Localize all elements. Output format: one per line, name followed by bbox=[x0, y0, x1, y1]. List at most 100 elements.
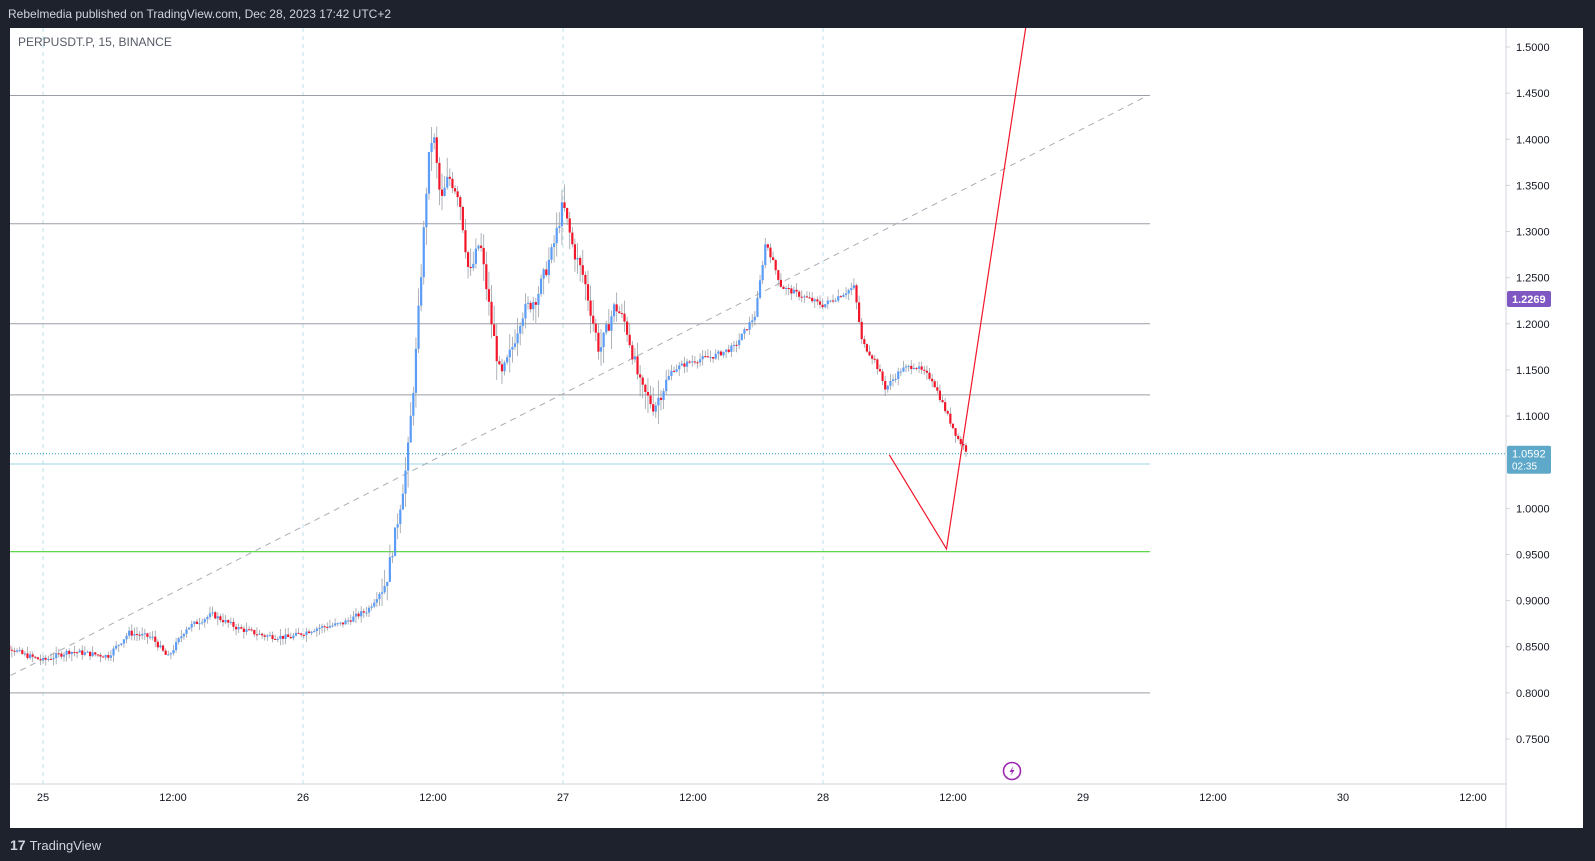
candle-body bbox=[959, 438, 962, 444]
chart-frame[interactable]: 1.5000 1.4500 1.4000 1.3500 1.3000 1.2500 1.20… bbox=[10, 28, 1583, 828]
candle-body bbox=[495, 335, 498, 362]
candle-body bbox=[602, 332, 605, 348]
candle-body bbox=[188, 627, 191, 630]
trendline[interactable] bbox=[10, 94, 1149, 685]
candle-body bbox=[785, 287, 788, 289]
candle-body bbox=[738, 340, 741, 346]
candle-body bbox=[704, 356, 707, 358]
candle-body bbox=[339, 622, 342, 624]
candle-body bbox=[367, 607, 371, 613]
candle-body bbox=[344, 620, 347, 625]
candle-body bbox=[331, 625, 334, 627]
candle-body bbox=[443, 187, 446, 196]
candle-body bbox=[852, 285, 855, 289]
candle-body bbox=[712, 357, 715, 359]
candle-body bbox=[258, 633, 261, 635]
projection-path[interactable] bbox=[888, 28, 1028, 551]
candle-body bbox=[201, 622, 204, 624]
candle-body bbox=[675, 369, 678, 372]
price-tick-label: 0.8000 bbox=[1516, 688, 1550, 700]
candle-body bbox=[274, 639, 277, 641]
candle-body bbox=[579, 257, 582, 266]
candle-body bbox=[678, 365, 681, 370]
candle-body bbox=[190, 623, 193, 628]
candle-body bbox=[868, 351, 871, 356]
candle-body bbox=[938, 390, 942, 401]
candle-body bbox=[29, 654, 32, 659]
candle-body bbox=[891, 379, 895, 381]
candle-body bbox=[161, 645, 165, 651]
candle-body bbox=[391, 555, 394, 558]
candle-body bbox=[81, 650, 84, 655]
candle-body bbox=[185, 629, 188, 634]
candle-body bbox=[831, 300, 835, 302]
candle-body bbox=[628, 334, 631, 346]
candle-body bbox=[680, 363, 683, 366]
candle-body bbox=[94, 652, 97, 655]
candle-body bbox=[435, 137, 438, 163]
candle-body bbox=[52, 658, 55, 660]
time-tick-label: 25 bbox=[37, 792, 49, 804]
candle-body bbox=[951, 423, 955, 429]
candle-body bbox=[871, 355, 874, 359]
candle-body bbox=[146, 633, 149, 637]
time-tick-label: 12:00 bbox=[1459, 792, 1487, 804]
candle-body bbox=[477, 245, 480, 249]
candle-body bbox=[300, 633, 303, 635]
candle-body bbox=[928, 372, 931, 379]
candle-body bbox=[519, 326, 522, 334]
price-tick-label: 1.2500 bbox=[1516, 273, 1550, 285]
candle-body bbox=[433, 137, 436, 143]
footer-bar: 17 TradingView bbox=[0, 828, 1595, 861]
candle-body bbox=[182, 633, 186, 637]
candle-body bbox=[315, 628, 318, 632]
candle-body bbox=[383, 586, 386, 593]
candle-body bbox=[581, 265, 584, 275]
candle-body bbox=[858, 302, 861, 322]
candle-body bbox=[388, 557, 391, 582]
chart-svg[interactable]: 1.5000 1.4500 1.4000 1.3500 1.3000 1.2500 1.20… bbox=[10, 28, 1583, 828]
candle-body bbox=[229, 621, 232, 623]
candle-body bbox=[706, 356, 710, 358]
candle-body bbox=[427, 152, 431, 194]
lightning-icon[interactable] bbox=[1002, 761, 1022, 781]
candle-body bbox=[289, 636, 292, 639]
candle-body bbox=[894, 378, 897, 380]
candle-body bbox=[881, 371, 884, 381]
candle-body bbox=[748, 322, 751, 330]
price-tick-label: 1.3500 bbox=[1516, 180, 1550, 192]
candle-body bbox=[117, 644, 120, 646]
candle-body bbox=[618, 311, 621, 314]
publish-text: Rebelmedia published on TradingView.com,… bbox=[8, 7, 392, 21]
candle-body bbox=[787, 287, 790, 289]
candle-body bbox=[409, 415, 412, 443]
candle-body bbox=[552, 243, 556, 248]
time-tick-label: 29 bbox=[1077, 792, 1089, 804]
candle-body bbox=[156, 641, 159, 648]
candle-body bbox=[26, 653, 29, 659]
candle-body bbox=[34, 656, 37, 658]
candle-body bbox=[456, 191, 459, 198]
candle-body bbox=[96, 654, 99, 656]
tradingview-logo[interactable]: 17 TradingView bbox=[10, 837, 101, 853]
candle-body bbox=[756, 297, 759, 317]
candle-body bbox=[777, 270, 780, 280]
candle-body bbox=[714, 353, 717, 359]
price-tick-label: 1.1500 bbox=[1516, 365, 1550, 377]
candle-body bbox=[193, 621, 196, 624]
price-tick-label: 1.0000 bbox=[1516, 503, 1550, 515]
candle-body bbox=[521, 318, 524, 327]
candle-body bbox=[558, 226, 561, 228]
candle-body bbox=[688, 361, 691, 363]
candle-body bbox=[268, 635, 272, 637]
candle-body bbox=[36, 657, 40, 660]
candle-body bbox=[599, 347, 603, 352]
candle-body bbox=[873, 358, 876, 360]
time-tick-label: 26 bbox=[297, 792, 309, 804]
candle-body bbox=[839, 296, 842, 298]
candle-body bbox=[923, 369, 926, 371]
candle-body bbox=[566, 208, 569, 219]
candle-body bbox=[302, 634, 305, 636]
lightning-icon-glyph bbox=[1009, 766, 1015, 776]
last-price-box bbox=[1507, 445, 1551, 474]
